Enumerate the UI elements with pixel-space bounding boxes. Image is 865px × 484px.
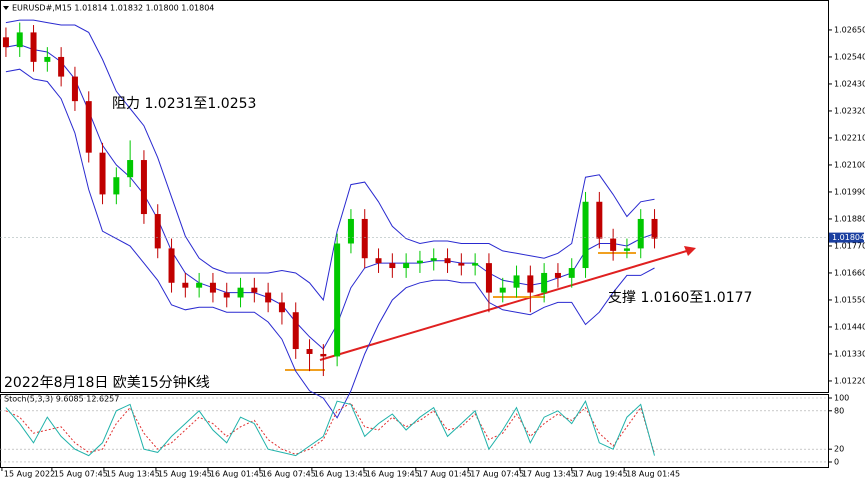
y-tick-label: 1.01220	[834, 376, 865, 385]
upper-band	[5, 19, 655, 302]
y-tick-label: 1.01550	[834, 295, 865, 304]
y-tick-label: 1.01770	[834, 241, 865, 250]
x-tick-label: 17 Aug 19:45	[574, 470, 628, 479]
stoch-tick-label: 20	[834, 445, 844, 454]
candle-body	[527, 275, 534, 293]
last-price-tag	[829, 232, 864, 243]
x-tick-label: 16 Aug 19:45	[366, 470, 420, 479]
candle-body	[568, 268, 575, 278]
candle-body	[389, 263, 396, 269]
candle-body	[444, 258, 451, 264]
annotation: 阻力 1.0231至1.0253	[112, 96, 256, 112]
annotation: 支撑 1.0160至1.0177	[608, 290, 752, 306]
x-tick-label: 15 Aug 2022	[4, 470, 55, 479]
candle-body	[99, 152, 106, 195]
candle-body	[582, 201, 589, 269]
candle-body	[513, 275, 520, 288]
candle-body	[430, 258, 437, 261]
candle-body	[554, 272, 561, 278]
annotation: 2022年8月18日 欧美15分钟K线	[4, 374, 210, 391]
candle-body	[623, 248, 630, 251]
x-tick-label: 17 Aug 01:45	[418, 470, 472, 479]
stoch-tick-label: 100	[834, 393, 849, 402]
candle-body	[30, 32, 37, 62]
x-tick-label: 17 Aug 07:45	[470, 470, 524, 479]
candle-body	[334, 243, 341, 357]
candle-body	[596, 201, 603, 239]
last-price-label: 1.01804	[832, 233, 865, 242]
candle-body	[375, 258, 382, 264]
x-tick-label: 17 Aug 13:45	[522, 470, 576, 479]
candle-body	[403, 263, 410, 269]
candle-body	[416, 260, 423, 264]
candle-body	[154, 214, 161, 249]
trend-line	[319, 249, 691, 361]
price-pane-frame	[0, 0, 829, 393]
candle-body	[361, 218, 368, 259]
y-tick-label: 1.01880	[834, 214, 865, 223]
y-tick-label: 1.01660	[834, 268, 865, 277]
candle-body	[278, 302, 285, 313]
candle-body	[140, 160, 147, 215]
candle-body	[223, 292, 230, 298]
dropdown-icon	[3, 6, 9, 10]
candle-body	[16, 32, 23, 48]
y-tick-label: 1.02320	[834, 106, 865, 115]
candle-body	[168, 248, 175, 283]
candle-body	[196, 282, 203, 288]
candle-body	[610, 238, 617, 251]
y-tick-label: 1.01440	[834, 322, 865, 331]
candle-body	[209, 282, 216, 293]
x-tick-label: 18 Aug 01:45	[626, 470, 680, 479]
candle-body	[58, 56, 65, 77]
candle-body	[113, 177, 120, 195]
stoch-tick-label: 80	[834, 406, 844, 415]
stoch-pane-frame	[0, 394, 829, 468]
y-tick-label: 1.01990	[834, 187, 865, 196]
x-tick-label: 15 Aug 13:45	[106, 470, 160, 479]
candle-body	[541, 272, 548, 293]
y-tick-label: 1.02540	[834, 52, 865, 61]
y-tick-label: 1.02210	[834, 133, 865, 142]
candle-body	[347, 218, 354, 244]
y-tick-label: 1.02100	[834, 160, 865, 169]
stoch-signal	[5, 402, 655, 455]
candle-body	[651, 218, 658, 239]
candle-body	[127, 160, 134, 178]
candle-body	[44, 56, 51, 62]
candle-body	[182, 282, 189, 288]
candle-body	[85, 101, 92, 153]
y-tick-label: 1.01330	[834, 349, 865, 358]
x-tick-label: 16 Aug 13:45	[314, 470, 368, 479]
x-tick-label: 16 Aug 07:45	[262, 470, 316, 479]
chart-header: EURUSD#,M15 1.01814 1.01832 1.01800 1.01…	[12, 4, 214, 13]
stoch-tick-label: 0	[834, 457, 839, 466]
candle-body	[237, 287, 244, 298]
candle-body	[251, 287, 258, 293]
x-tick-label: 15 Aug 07:45	[54, 470, 108, 479]
candle-body	[485, 263, 492, 293]
y-tick-label: 1.02430	[834, 79, 865, 88]
x-tick-label: 16 Aug 01:45	[210, 470, 264, 479]
candle-body	[71, 76, 78, 102]
stoch-label: Stoch(5,3,3) 9.6085 12.6257	[4, 395, 119, 404]
candle-body	[499, 287, 506, 293]
candle-body	[637, 218, 644, 249]
trend-arrow-head	[684, 246, 696, 256]
stoch-main	[5, 400, 655, 457]
candle-body	[2, 37, 9, 48]
candle-body	[458, 263, 465, 266]
candle-body	[292, 312, 299, 350]
y-tick-label: 1.02650	[834, 25, 865, 34]
candle-body	[472, 263, 479, 266]
x-tick-label: 15 Aug 19:45	[158, 470, 212, 479]
candle-body	[320, 353, 327, 357]
candle-body	[265, 292, 272, 303]
candle-body	[306, 349, 313, 354]
